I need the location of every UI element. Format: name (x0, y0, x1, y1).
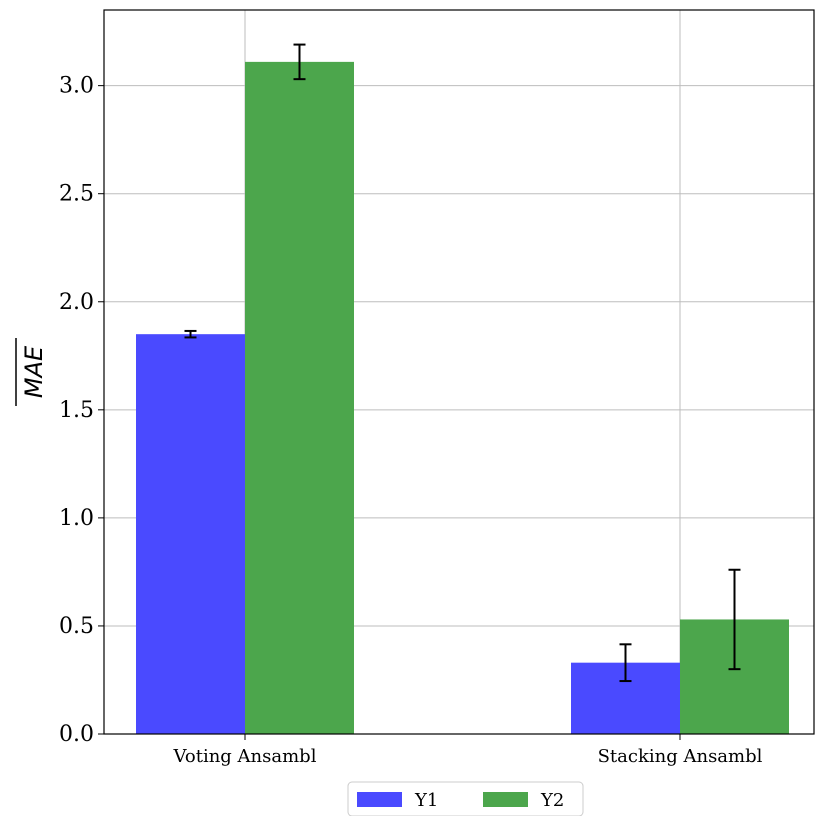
bar-y2 (245, 61, 354, 735)
legend-swatch-y2 (483, 792, 528, 807)
y-tick-label: 3.0 (59, 74, 94, 99)
error-bars (184, 43, 741, 683)
y-tick-label: 1.0 (59, 506, 94, 531)
y-tick-label: 2.0 (59, 290, 94, 315)
x-axis-categories: Voting Ansambl Stacking Ansambl (173, 734, 763, 767)
legend-label-y2: Y2 (540, 790, 564, 811)
y-tick-label: 0.5 (59, 614, 94, 639)
legend-label-y1: Y1 (414, 790, 438, 811)
bar-y1 (136, 334, 245, 734)
x-category-label: Stacking Ansambl (598, 746, 763, 767)
y-tick-label: 0.0 (59, 722, 94, 747)
bars (136, 61, 789, 735)
y-tick-label: 1.5 (59, 398, 94, 423)
plot-frame (103, 9, 815, 735)
y-tick-label: 2.5 (59, 182, 94, 207)
legend: Y1 Y2 (347, 781, 584, 816)
y-axis-label-group: MAE (15, 338, 48, 406)
legend-box (347, 781, 584, 816)
y-axis-ticks: 0.0 0.5 1.0 1.5 2.0 2.5 3.0 (59, 74, 104, 747)
x-category-label: Voting Ansambl (173, 746, 317, 767)
y-axis-label: MAE (20, 345, 48, 398)
legend-swatch-y1 (357, 792, 402, 807)
